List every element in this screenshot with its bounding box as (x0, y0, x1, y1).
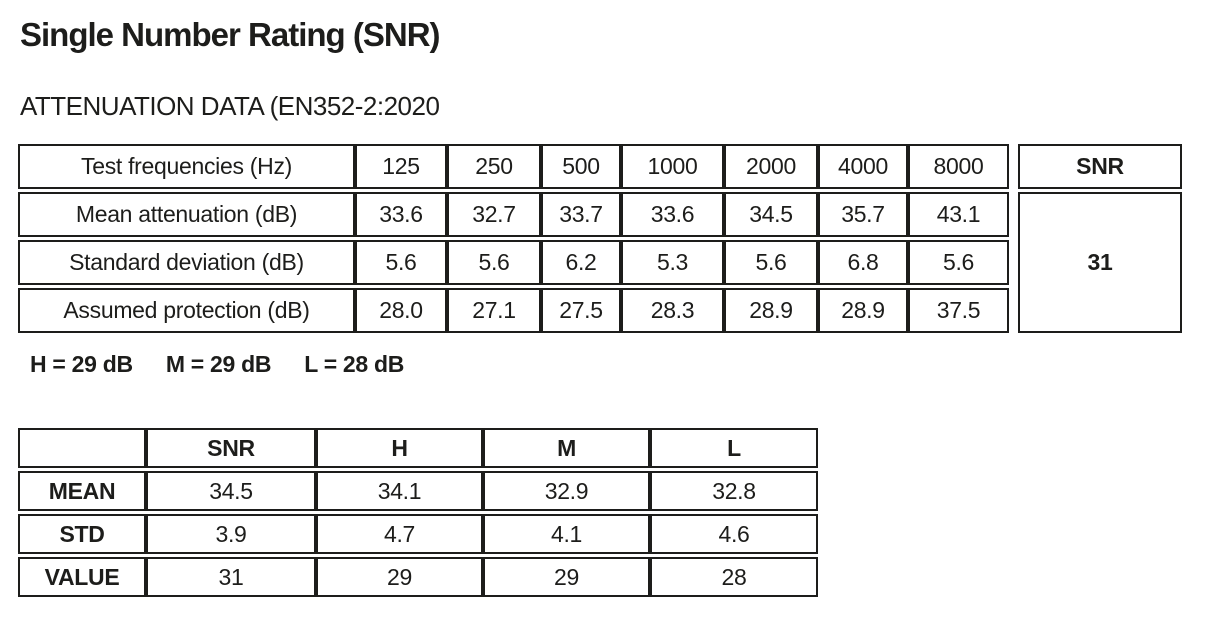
page-title: Single Number Rating (SNR) (20, 16, 441, 53)
attenuation-section: Test frequencies (Hz) 125 250 500 1000 2… (18, 141, 1214, 336)
std-cell: 5.6 (355, 240, 447, 285)
freq-header-cell: 4000 (818, 144, 908, 189)
protection-cell: 27.1 (447, 288, 541, 333)
std-summary-row: STD 3.9 4.7 4.1 4.6 (18, 514, 818, 554)
mean-cell: 33.7 (541, 192, 621, 237)
protection-cell: 37.5 (908, 288, 1009, 333)
mean-summary-row: MEAN 34.5 34.1 32.9 32.8 (18, 471, 818, 511)
mean-attenuation-row: Mean attenuation (dB) 33.6 32.7 33.7 33.… (18, 192, 1009, 237)
summary-row-label: STD (18, 514, 146, 554)
value-summary-row: VALUE 31 29 29 28 (18, 557, 818, 597)
mean-cell: 32.7 (447, 192, 541, 237)
col-header-cell: SNR (146, 428, 316, 468)
summary-value-cell: 3.9 (146, 514, 316, 554)
corner-cell (18, 428, 146, 468)
row-label-cell: Test frequencies (Hz) (18, 144, 355, 189)
snr-value: 31 (1018, 192, 1182, 333)
summary-value-cell: 34.5 (146, 471, 316, 511)
protection-cell: 28.9 (818, 288, 908, 333)
summary-value-cell: 31 (146, 557, 316, 597)
assumed-protection-row: Assumed protection (dB) 28.0 27.1 27.5 2… (18, 288, 1009, 333)
summary-value-cell: 4.7 (316, 514, 483, 554)
row-label-cell: Assumed protection (dB) (18, 288, 355, 333)
m-value: M = 29 dB (165, 351, 272, 377)
protection-cell: 28.9 (724, 288, 818, 333)
l-value: L = 28 dB (304, 351, 405, 377)
mean-cell: 34.5 (724, 192, 818, 237)
freq-header-cell: 2000 (724, 144, 818, 189)
summary-value-cell: 32.8 (650, 471, 818, 511)
col-header-cell: M (483, 428, 650, 468)
std-cell: 6.2 (541, 240, 621, 285)
frequencies-header-row: Test frequencies (Hz) 125 250 500 1000 2… (18, 144, 1009, 189)
std-cell: 5.6 (724, 240, 818, 285)
snr-box: SNR 31 (1018, 141, 1182, 336)
freq-header-cell: 1000 (621, 144, 724, 189)
std-cell: 5.6 (908, 240, 1009, 285)
row-label-cell: Mean attenuation (dB) (18, 192, 355, 237)
protection-cell: 28.3 (621, 288, 724, 333)
freq-header-cell: 125 (355, 144, 447, 189)
freq-header-cell: 250 (447, 144, 541, 189)
summary-row-label: MEAN (18, 471, 146, 511)
mean-cell: 43.1 (908, 192, 1009, 237)
summary-value-cell: 4.1 (483, 514, 650, 554)
protection-cell: 28.0 (355, 288, 447, 333)
summary-value-cell: 29 (316, 557, 483, 597)
hml-summary-line: H = 29 dB M = 29 dB L = 28 dB (30, 351, 1214, 378)
col-header-cell: L (650, 428, 818, 468)
snr-value-row: 31 (1018, 192, 1182, 333)
h-value: H = 29 dB (30, 351, 133, 377)
snr-header-row: SNR (1018, 144, 1182, 189)
row-label-cell: Standard deviation (dB) (18, 240, 355, 285)
summary-value-cell: 28 (650, 557, 818, 597)
mean-cell: 33.6 (621, 192, 724, 237)
freq-header-cell: 8000 (908, 144, 1009, 189)
snr-header-cell: SNR (1018, 144, 1182, 189)
protection-cell: 27.5 (541, 288, 621, 333)
summary-value-cell: 29 (483, 557, 650, 597)
freq-header-cell: 500 (541, 144, 621, 189)
summary-value-cell: 34.1 (316, 471, 483, 511)
snr-summary-table: SNR H M L MEAN 34.5 34.1 32.9 32.8 STD 3… (18, 425, 818, 600)
summary-header-row: SNR H M L (18, 428, 818, 468)
standard-deviation-row: Standard deviation (dB) 5.6 5.6 6.2 5.3 … (18, 240, 1009, 285)
std-cell: 6.8 (818, 240, 908, 285)
col-header-cell: H (316, 428, 483, 468)
mean-cell: 33.6 (355, 192, 447, 237)
datasheet-page: Single Number Rating (SNR) ATTENUATION D… (18, 16, 1214, 600)
std-cell: 5.6 (447, 240, 541, 285)
mean-cell: 35.7 (818, 192, 908, 237)
summary-value-cell: 32.9 (483, 471, 650, 511)
std-cell: 5.3 (621, 240, 724, 285)
attenuation-data-subtitle: ATTENUATION DATA (EN352-2:2020 (20, 91, 440, 121)
attenuation-table: Test frequencies (Hz) 125 250 500 1000 2… (18, 141, 1009, 336)
summary-value-cell: 4.6 (650, 514, 818, 554)
summary-row-label: VALUE (18, 557, 146, 597)
